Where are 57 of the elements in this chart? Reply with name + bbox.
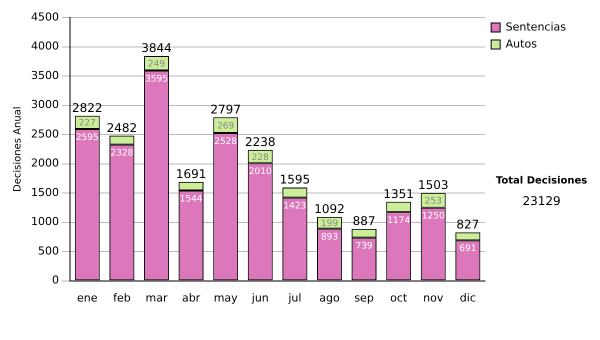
x-tick-label: mar bbox=[145, 291, 168, 304]
x-tick-label: oct bbox=[390, 291, 408, 304]
data-label: 893 bbox=[320, 232, 338, 242]
data-label: 691 bbox=[459, 244, 476, 254]
y-tick-label: 0 bbox=[52, 274, 59, 287]
total-label: 2797 bbox=[210, 102, 241, 116]
total-label: 1595 bbox=[280, 172, 310, 187]
y-tick-label: 500 bbox=[38, 244, 59, 258]
x-tick-label: ago bbox=[319, 291, 340, 304]
data-label: 253 bbox=[424, 196, 442, 207]
y-tick-label: 1000 bbox=[30, 215, 59, 228]
y-tick-label: 3000 bbox=[30, 98, 59, 112]
x-tick-label: feb bbox=[113, 291, 131, 304]
total-label: 1691 bbox=[176, 167, 206, 182]
total-label: 1503 bbox=[418, 178, 449, 192]
data-label: 2528 bbox=[214, 136, 238, 147]
total-label: 827 bbox=[456, 218, 480, 232]
data-label: 2010 bbox=[248, 167, 272, 178]
x-tick-label: abr bbox=[182, 291, 201, 304]
x-tick-label: nov bbox=[423, 291, 444, 304]
y-tick-label: 4000 bbox=[30, 40, 59, 53]
total-label: 1092 bbox=[314, 202, 345, 216]
data-label: 2328 bbox=[110, 148, 134, 158]
data-label: 228 bbox=[252, 152, 270, 163]
data-label: 1423 bbox=[283, 201, 306, 212]
total-label: 3844 bbox=[141, 41, 172, 56]
total-label: 1351 bbox=[383, 186, 414, 201]
x-tick-label: jul bbox=[287, 291, 302, 304]
y-tick-label: 2000 bbox=[30, 156, 59, 170]
y-tick-label: 1500 bbox=[30, 186, 59, 199]
x-tick-label: ene bbox=[77, 291, 98, 304]
data-label: 227 bbox=[78, 118, 96, 129]
y-tick-label: 3500 bbox=[30, 68, 59, 82]
text: 23129 bbox=[522, 194, 561, 208]
legend-label: Sentencias bbox=[506, 20, 566, 34]
data-label: 199 bbox=[320, 219, 338, 230]
data-label: 3595 bbox=[145, 74, 168, 84]
total-label: 2482 bbox=[106, 120, 138, 135]
total-label: 2822 bbox=[72, 100, 103, 115]
y-tick-label: 4500 bbox=[30, 10, 59, 24]
y-tick-label: 2500 bbox=[30, 127, 59, 140]
data-label: 739 bbox=[355, 241, 373, 252]
total-label: 2238 bbox=[245, 135, 276, 150]
data-label: 1544 bbox=[180, 194, 203, 204]
data-label: 1174 bbox=[387, 216, 410, 226]
x-tick-label: jun bbox=[250, 291, 269, 304]
data-label: 1250 bbox=[422, 212, 445, 222]
x-tick-label: may bbox=[214, 291, 238, 304]
text: Total Decisiones bbox=[496, 176, 588, 187]
x-tick-label: dic bbox=[460, 291, 476, 304]
data-label: 249 bbox=[148, 60, 166, 70]
data-label: 2595 bbox=[76, 132, 99, 143]
x-tick-label: sep bbox=[354, 291, 374, 304]
y-axis-title: Decisiones Anual bbox=[12, 106, 24, 192]
data-label: 269 bbox=[217, 121, 235, 132]
legend-label: Autos bbox=[506, 37, 538, 50]
total-label: 887 bbox=[352, 214, 376, 228]
